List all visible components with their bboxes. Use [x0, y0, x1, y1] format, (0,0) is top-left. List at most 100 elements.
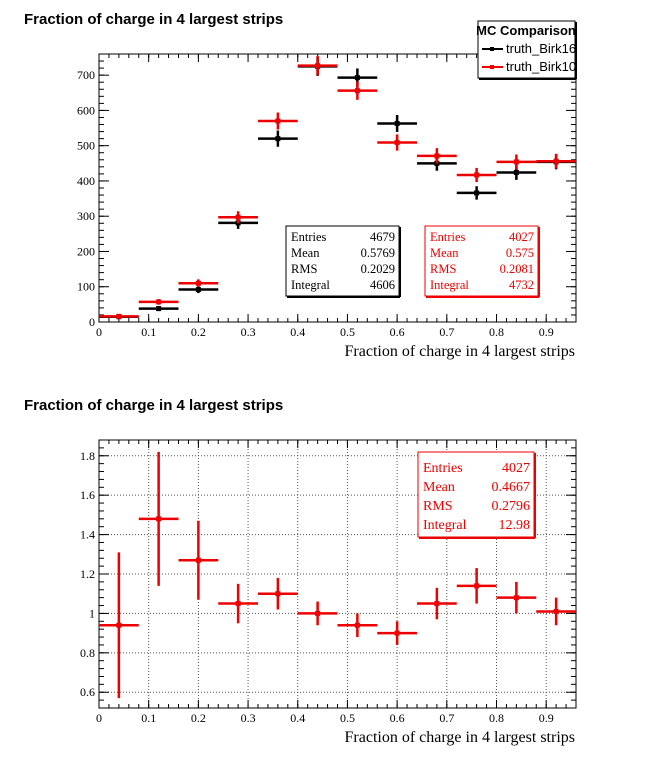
stat-label: Entries [430, 230, 466, 244]
point-marker [275, 591, 281, 597]
stat-value: 0.2029 [361, 262, 395, 276]
point-marker [513, 169, 519, 175]
stat-value: 4732 [509, 278, 534, 292]
data-point [496, 581, 537, 614]
x-tick-label: 0.9 [539, 325, 554, 339]
y-tick-label: 500 [77, 139, 95, 153]
top-stats-box-red: Entries 4027 Mean 0.575 RMS 0.2081 Integ… [424, 225, 540, 298]
data-point [178, 286, 219, 294]
point-marker [235, 601, 241, 607]
data-point [138, 451, 179, 586]
y-tick-label: 300 [77, 209, 95, 223]
stat-label: Mean [291, 246, 320, 260]
data-point [99, 313, 139, 319]
x-tick-label: 0.7 [439, 325, 454, 339]
x-tick-label: 0.2 [191, 325, 206, 339]
x-tick-label: 0.6 [390, 325, 405, 339]
stats-box-frame [424, 225, 539, 297]
stat-value: 4679 [370, 230, 395, 244]
data-point [496, 154, 537, 170]
data-point [337, 81, 378, 100]
top-chart-title: Fraction of charge in 4 largest strips [24, 11, 283, 28]
data-point [536, 153, 576, 169]
y-tick-label: 1.2 [80, 567, 95, 581]
bottom-x-axis-label: Fraction of charge in 4 largest strips [345, 729, 575, 746]
data-point [536, 597, 576, 626]
x-tick-label: 0.8 [489, 711, 504, 725]
point-marker [354, 622, 360, 628]
y-tick-label: 1.6 [80, 488, 95, 502]
point-marker [394, 120, 400, 126]
y-tick-label: 400 [77, 174, 95, 188]
data-point [456, 568, 497, 604]
bottom-axis-ticks: 0 0.1 0.2 0.3 0.4 0.5 0.6 0.7 0.8 0.9 0.6 0.8 1 1.2 1.… [80, 439, 577, 725]
stat-label: Integral [291, 278, 330, 292]
stat-value: 0.575 [506, 246, 534, 260]
legend-marker-red [490, 65, 494, 69]
stats-box-frame [417, 451, 535, 538]
stat-label: Mean [430, 246, 459, 260]
x-tick-label: 0 [96, 711, 102, 725]
x-tick-label: 0.5 [340, 325, 355, 339]
point-marker [116, 313, 122, 319]
data-point [456, 186, 497, 200]
data-point [377, 115, 417, 132]
data-point [456, 167, 497, 183]
stat-label: Mean [423, 480, 455, 495]
stat-value: 0.2081 [500, 262, 534, 276]
top-series-group [99, 56, 576, 320]
y-tick-label: 0.6 [80, 685, 95, 699]
data-point [297, 601, 338, 626]
data-point [178, 279, 219, 288]
data-point [417, 587, 457, 620]
x-tick-label: 0.9 [539, 711, 554, 725]
data-point [258, 130, 298, 147]
x-tick-label: 0.6 [390, 711, 405, 725]
stat-label: RMS [430, 262, 456, 276]
legend-marker-black [490, 47, 494, 51]
point-marker [474, 190, 480, 196]
x-tick-label: 0.3 [241, 711, 256, 725]
y-tick-label: 600 [77, 103, 95, 117]
point-marker [434, 601, 440, 607]
point-marker [195, 287, 201, 293]
data-point [258, 577, 298, 610]
data-point [138, 299, 179, 305]
data-point [218, 583, 258, 624]
stat-value: 0.2796 [492, 499, 531, 514]
bottom-chart-title: Fraction of charge in 4 largest strips [24, 397, 283, 414]
stat-value: 0.4667 [492, 480, 531, 495]
x-tick-label: 0.5 [340, 711, 355, 725]
data-point [138, 306, 179, 312]
legend-title: MC Comparison [476, 23, 576, 38]
point-marker [156, 306, 162, 312]
x-tick-label: 0.2 [191, 711, 206, 725]
y-tick-label: 100 [77, 280, 95, 294]
point-marker [235, 214, 241, 220]
y-tick-label: 200 [77, 244, 95, 258]
point-marker [394, 140, 400, 146]
x-tick-label: 0 [96, 325, 102, 339]
point-marker [474, 172, 480, 178]
point-marker [513, 159, 519, 165]
point-marker [156, 516, 162, 522]
stat-label: RMS [291, 262, 317, 276]
point-marker [275, 118, 281, 124]
stat-value: 4027 [509, 230, 534, 244]
data-point [297, 56, 338, 76]
point-marker [195, 280, 201, 286]
point-marker [195, 557, 201, 563]
stat-value: 0.5769 [361, 246, 395, 260]
legend: MC Comparison truth_Birk16 truth_Birk10 [476, 20, 577, 80]
point-marker [354, 88, 360, 94]
point-marker [315, 610, 321, 616]
top-axis-ticks: 0 0.1 0.2 0.3 0.4 0.5 0.6 0.7 0.8 0.9 0 100 200 300 40… [77, 53, 577, 339]
point-marker [553, 608, 559, 614]
stat-label: Integral [430, 278, 469, 292]
top-x-axis-label: Fraction of charge in 4 largest strips [345, 343, 575, 360]
y-tick-label: 0.8 [80, 646, 95, 660]
point-marker [553, 158, 559, 164]
data-point [377, 621, 417, 645]
x-tick-label: 0.1 [141, 711, 156, 725]
